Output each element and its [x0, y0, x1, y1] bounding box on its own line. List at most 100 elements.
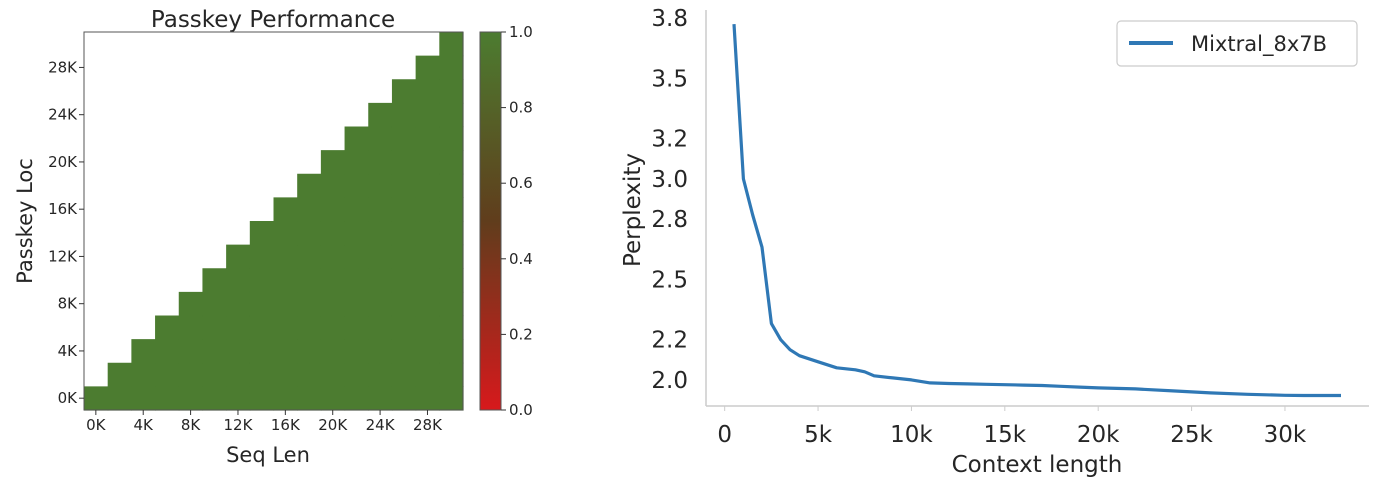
heatmap-cell — [368, 291, 393, 317]
heatmap-cell — [273, 244, 298, 269]
line-chart-y-tick-label: 3.0 — [651, 167, 688, 193]
line-chart-y-label: Perplexity — [620, 153, 646, 267]
colorbar-tick-label: 0.6 — [509, 174, 533, 192]
heatmap-y-tick-label: 0K — [58, 389, 79, 407]
heatmap-y-tick-label: 12K — [48, 247, 78, 265]
heatmap-cell — [415, 221, 440, 246]
heatmap-cell — [107, 386, 132, 411]
heatmap-y-tick-label: 8K — [58, 295, 79, 313]
heatmap-cell — [273, 386, 298, 411]
heatmap-cell — [320, 339, 346, 364]
colorbar-tick-label: 1.0 — [509, 23, 533, 41]
heatmap-cell — [226, 291, 251, 317]
line-chart-y-tick-label: 2.5 — [651, 267, 688, 293]
heatmap-cell — [439, 150, 464, 175]
heatmap-y-tick-label: 4K — [58, 342, 79, 360]
heatmap-cell — [344, 362, 369, 387]
line-chart-y-tick-label: 2.2 — [651, 328, 688, 354]
heatmap-cell — [415, 339, 440, 364]
heatmap-cell — [131, 362, 156, 387]
heatmap-cell — [178, 291, 204, 317]
heatmap-cell — [415, 197, 440, 222]
heatmap-cell — [320, 244, 346, 269]
heatmap-cell — [439, 244, 464, 269]
heatmap-cell — [344, 221, 369, 246]
heatmap-cell — [202, 315, 227, 340]
heatmap-cell — [368, 315, 393, 340]
heatmap-cell — [84, 386, 109, 411]
heatmap-cell — [297, 221, 322, 246]
heatmap-cell — [391, 362, 417, 387]
heatmap-cell — [226, 315, 251, 340]
heatmap-cell — [131, 386, 156, 411]
heatmap-cell — [344, 268, 369, 293]
heatmap-x-tick-label: 24K — [366, 416, 396, 434]
line-chart-x-tick-label: 10k — [890, 422, 933, 448]
heatmap-cell — [249, 386, 275, 411]
heatmap-cell — [226, 362, 251, 387]
heatmap-cell — [249, 221, 275, 246]
heatmap-cell — [368, 173, 393, 198]
heatmap-cell — [344, 150, 369, 175]
heatmap-y-label: Passkey Loc — [13, 158, 37, 284]
heatmap-frame — [83, 31, 464, 411]
heatmap-cell — [368, 150, 393, 175]
line-chart-series — [732, 24, 1341, 398]
heatmap-cell — [391, 315, 417, 340]
heatmap-cell — [344, 315, 369, 340]
heatmap-cell — [391, 291, 417, 317]
heatmap-cell — [202, 339, 227, 364]
heatmap-cell — [368, 386, 393, 411]
heatmap-cell — [439, 32, 464, 57]
line-chart-x-tick-label: 20k — [1077, 422, 1120, 448]
colorbar-ticks: 0.0 0.2 0.4 0.6 0.8 1.0 — [501, 23, 533, 419]
heatmap-cell — [439, 386, 464, 411]
heatmap-cell — [415, 126, 440, 151]
heatmap-cell — [226, 268, 251, 293]
legend-label: Mixtral_8x7B — [1191, 32, 1327, 57]
heatmap-cell — [249, 291, 275, 317]
heatmap-cells — [84, 32, 464, 411]
heatmap-cell — [226, 244, 251, 269]
heatmap-x-label: Seq Len — [226, 443, 310, 467]
heatmap-cell — [415, 315, 440, 340]
heatmap-y-tick-label: 28K — [48, 58, 78, 76]
heatmap-cell — [368, 362, 393, 387]
line-chart-y-tick-label: 3.5 — [651, 66, 688, 92]
heatmap-cell — [320, 268, 346, 293]
legend-box — [1116, 20, 1358, 67]
heatmap-cell — [273, 362, 298, 387]
heatmap-cell — [178, 362, 204, 387]
heatmap-cell — [249, 339, 275, 364]
heatmap-y-tick-label: 16K — [48, 200, 78, 218]
heatmap-cell — [344, 173, 369, 198]
heatmap-cell — [391, 221, 417, 246]
heatmap-cell — [226, 386, 251, 411]
line-chart-y-tick-label: 2.0 — [651, 368, 688, 394]
heatmap-x-tick-label: 8K — [181, 416, 202, 434]
colorbar — [479, 31, 502, 411]
heatmap-cell — [368, 268, 393, 293]
heatmap-cell — [202, 386, 227, 411]
heatmap-cell — [439, 362, 464, 387]
heatmap-cell — [415, 173, 440, 198]
heatmap-cell — [273, 197, 298, 222]
heatmap-cell — [391, 79, 417, 104]
line-chart-y-ticks: 2.0 2.2 2.5 2.8 3.0 3.2 3.5 3.8 — [651, 6, 688, 394]
heatmap-cell — [297, 339, 322, 364]
heatmap-cell — [344, 197, 369, 222]
heatmap-cell — [202, 291, 227, 317]
heatmap-cell — [391, 126, 417, 151]
series-line-mixtral — [732, 24, 1341, 398]
heatmap-cell — [155, 339, 180, 364]
heatmap-cell — [415, 386, 440, 411]
heatmap-y-tick-label: 24K — [48, 106, 78, 124]
heatmap-cell — [155, 315, 180, 340]
heatmap-x-tick-label: 20K — [318, 416, 348, 434]
heatmap-cell — [439, 79, 464, 104]
line-chart-x-label: Context length — [952, 452, 1123, 478]
heatmap-x-tick-label: 12K — [224, 416, 254, 434]
heatmap-cell — [107, 362, 132, 387]
heatmap-cell — [344, 291, 369, 317]
